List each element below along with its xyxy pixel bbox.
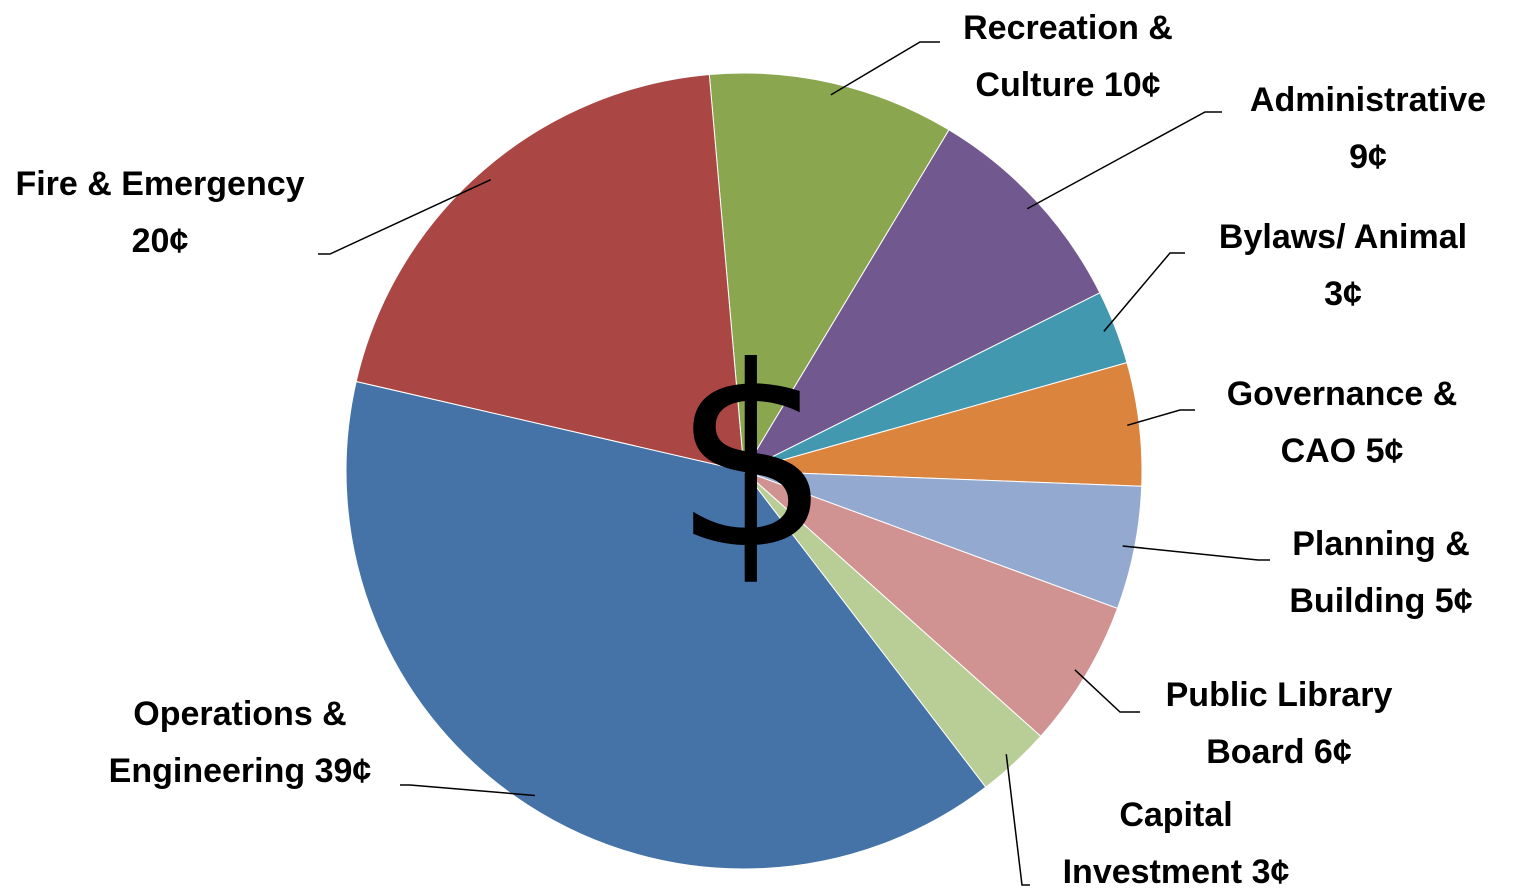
value-label: 6¢ xyxy=(1313,733,1352,771)
slice-label: Public Library Board 6¢ xyxy=(1129,667,1429,781)
slice-label: Administrative 9¢ xyxy=(1208,72,1528,186)
slice-label: Capital Investment 3¢ xyxy=(1026,787,1326,894)
leader-line xyxy=(1026,111,1222,210)
value-label: 5¢ xyxy=(1365,432,1404,470)
leader-line xyxy=(1005,754,1030,886)
pie-slice xyxy=(355,73,745,472)
category-label: Public Library Board xyxy=(1165,676,1393,771)
category-label: Administrative xyxy=(1249,81,1487,119)
leader-line xyxy=(400,784,535,797)
slice-label: Bylaws/ Animal 3¢ xyxy=(1173,209,1513,323)
category-label: Operations & Engineering xyxy=(108,695,347,790)
category-label: Governance & CAO xyxy=(1226,375,1458,470)
slice-label: Governance & CAO 5¢ xyxy=(1202,366,1482,480)
pie-slice xyxy=(742,129,1101,473)
leader-line xyxy=(1103,252,1185,332)
leader-line xyxy=(318,179,492,255)
value-label: 5¢ xyxy=(1434,582,1473,620)
leader-line xyxy=(830,41,940,96)
value-label: 39¢ xyxy=(314,752,372,790)
pie-slice xyxy=(708,72,950,473)
category-label: Capital Investment xyxy=(1062,796,1243,891)
category-label: Bylaws/ Animal xyxy=(1218,218,1468,256)
leader-line xyxy=(1127,409,1195,427)
value-label: 20¢ xyxy=(131,222,189,260)
category-label: Recreation & Culture xyxy=(963,9,1173,104)
pie-slice xyxy=(743,470,1119,737)
slice-label: Planning & Building 5¢ xyxy=(1251,516,1511,630)
pie-slice xyxy=(345,380,987,870)
category-label: Fire & Emergency xyxy=(15,165,305,203)
value-label: 3¢ xyxy=(1251,853,1290,891)
leader-line xyxy=(1122,545,1270,561)
slice-label: Operations & Engineering 39¢ xyxy=(70,686,410,800)
slice-label: Fire & Emergency 20¢ xyxy=(15,156,305,270)
value-label: 10¢ xyxy=(1103,66,1161,104)
center-label: $ xyxy=(672,313,831,604)
category-label: Planning & Building xyxy=(1289,525,1470,620)
value-label: 9¢ xyxy=(1349,138,1387,176)
slice-label: Recreation & Culture 10¢ xyxy=(918,0,1218,114)
value-label: 3¢ xyxy=(1324,275,1362,313)
leader-line xyxy=(1074,669,1140,713)
